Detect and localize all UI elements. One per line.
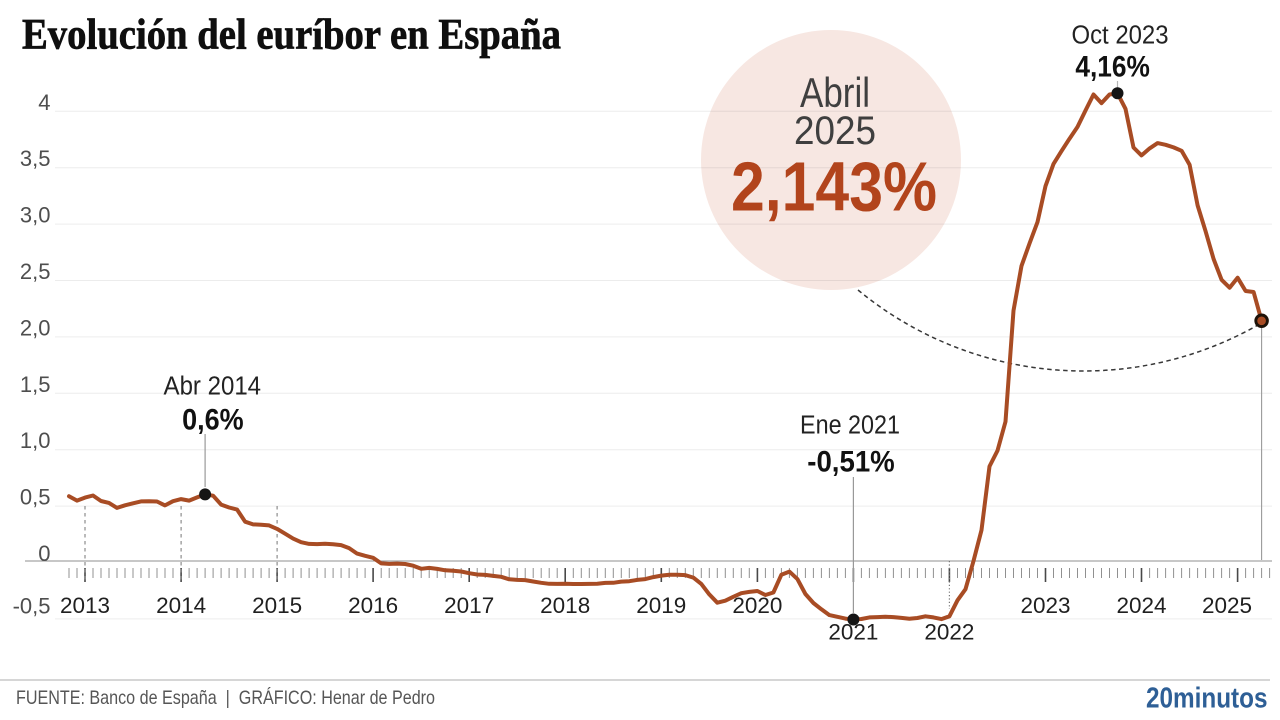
svg-text:2,5: 2,5 [20,259,51,284]
svg-text:2024: 2024 [1116,593,1166,618]
svg-text:1,0: 1,0 [20,428,51,453]
svg-text:3,0: 3,0 [20,203,51,228]
svg-text:2014: 2014 [156,593,206,618]
svg-text:Abr 2014: Abr 2014 [164,373,262,401]
svg-text:2,0: 2,0 [20,315,51,340]
svg-text:0,5: 0,5 [20,485,51,510]
svg-text:2015: 2015 [252,593,302,618]
svg-text:3,5: 3,5 [20,146,51,171]
svg-text:4: 4 [38,90,50,115]
svg-text:Abril: Abril [800,69,870,116]
svg-text:1,5: 1,5 [20,372,51,397]
svg-text:2021: 2021 [828,620,878,645]
svg-text:2019: 2019 [636,593,686,618]
svg-text:-0,51%: -0,51% [807,446,895,479]
svg-text:2025: 2025 [794,109,876,153]
svg-text:2025: 2025 [1202,593,1252,618]
svg-text:Oct 2023: Oct 2023 [1072,21,1169,49]
svg-text:2018: 2018 [540,593,590,618]
svg-text:FUENTE: Banco de España | GR: FUENTE: Banco de España | GRÁFICO: Henar… [16,686,435,709]
svg-text:0: 0 [38,541,50,566]
svg-text:2023: 2023 [1020,593,1070,618]
svg-text:4,16%: 4,16% [1075,51,1150,84]
svg-text:2,143%: 2,143% [731,148,937,226]
svg-text:2022: 2022 [924,620,974,645]
svg-text:2016: 2016 [348,593,398,618]
svg-text:20minutos: 20minutos [1146,683,1268,715]
svg-text:-0,5: -0,5 [13,593,51,618]
svg-text:0,6%: 0,6% [182,404,244,437]
svg-text:2017: 2017 [444,593,494,618]
svg-text:2020: 2020 [732,593,782,618]
svg-text:2013: 2013 [60,593,110,618]
svg-text:Evolución del euríbor en Españ: Evolución del euríbor en España [22,12,561,59]
svg-text:Ene 2021: Ene 2021 [800,412,900,440]
